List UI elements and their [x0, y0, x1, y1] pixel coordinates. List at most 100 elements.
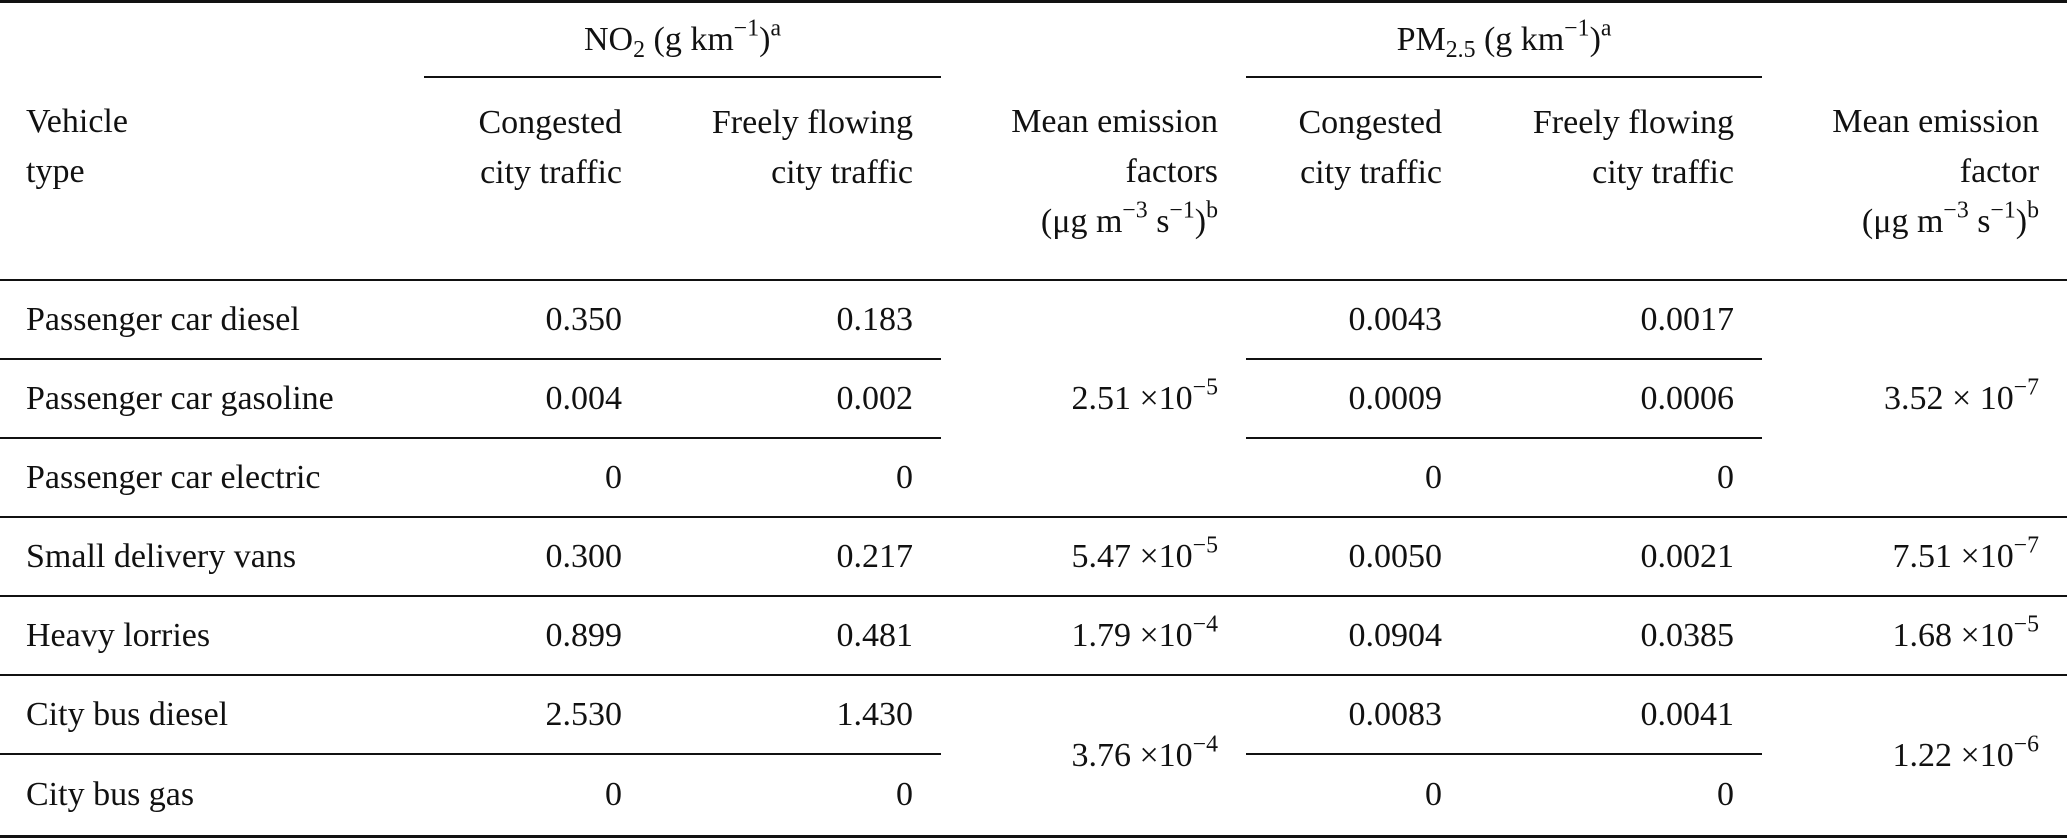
unit-part: (μg m	[1040, 203, 1123, 240]
pm-mean-cell: 1.22 ×10−6	[1762, 674, 2067, 837]
no2-mean-cell: 2.51 ×10−5	[941, 280, 1246, 517]
times-ten: ×10	[1952, 736, 2014, 774]
header-line: city traffic	[480, 154, 622, 191]
table-row: Passenger car diesel 0.350 0.183 2.51 ×1…	[0, 280, 2067, 417]
pm-congested-cell: 0.0904	[1246, 595, 1471, 675]
times-ten: × 10	[1943, 379, 2014, 417]
no2-congested-cell: 0.899	[424, 595, 650, 675]
vehicle-cell: Passenger car gasoline	[0, 359, 424, 439]
unit-exp: −3	[1943, 197, 1969, 224]
vehicle-cell: City bus diesel	[0, 674, 424, 755]
no2-free-cell: 1.430	[650, 674, 942, 755]
pm-sub: 2.5	[1445, 36, 1476, 63]
pm-free-cell: 0.0021	[1470, 516, 1763, 596]
mantissa: 7.51	[1892, 537, 1953, 575]
table-row: Heavy lorries 0.899 0.481 1.79 ×10−4 0.0…	[0, 595, 2067, 675]
no2-free-cell: 0.217	[650, 516, 942, 596]
mantissa: 3.52	[1884, 379, 1944, 417]
exponent: −5	[1192, 374, 1219, 401]
pm-congested-cell: 0.0043	[1246, 280, 1471, 360]
exponent: −7	[2013, 532, 2040, 559]
vehicle-type-header: Vehicle type	[0, 77, 424, 281]
header-line: Mean emission	[1832, 103, 2040, 140]
exponent: −4	[1192, 731, 1219, 758]
exponent: −4	[1192, 611, 1219, 638]
footnote-mark: b	[2027, 197, 2040, 224]
header-line: city traffic	[1300, 154, 1443, 191]
vehicle-cell: Passenger car diesel	[0, 280, 424, 360]
pm-mean-header: Mean emission factor (μg m−3 s−1)b	[1762, 77, 2067, 281]
pm-unit: (g km	[1475, 20, 1565, 58]
no2-congested-cell: 0.004	[424, 359, 650, 439]
header-line: Vehicle	[26, 103, 128, 140]
no2-mean-cell: 5.47 ×10−5	[941, 516, 1247, 596]
no2-group-header: NO2 (g km−1)a	[424, 1, 942, 78]
header-group-row: NO2 (g km−1)a PM2.5 (g km−1)a	[0, 1, 2067, 78]
pm-free-cell: 0.0006	[1470, 359, 1763, 439]
pm-close: )	[1589, 20, 1601, 58]
no2-mean-header: Mean emission factors (μg m−3 s−1)b	[941, 77, 1247, 281]
header-line: factors	[1125, 153, 1219, 190]
unit-part: s	[1147, 203, 1170, 240]
no2-free-cell: 0.481	[650, 595, 942, 675]
exponent: −5	[2013, 611, 2040, 638]
header-line: Congested	[478, 104, 622, 141]
unit-exp: −1	[1990, 197, 2016, 224]
exponent: −6	[2013, 731, 2040, 758]
pm-congested-cell: 0.0083	[1246, 674, 1471, 755]
pm-congested-cell: 0	[1425, 776, 1443, 813]
no2-unit: (g km	[645, 20, 734, 58]
header-line: Freely flowing	[1532, 104, 1735, 141]
pm-mean-cell: 1.68 ×10−5	[1762, 595, 2067, 675]
no2-mean-cell: 3.76 ×10−4	[941, 674, 1247, 837]
times-ten: ×10	[1952, 537, 2014, 575]
table-row: Passenger car gasoline 0.004 0.002 0.000…	[0, 359, 2067, 439]
header-line: type	[26, 153, 85, 190]
pm-free-cell: 0.0017	[1470, 280, 1763, 360]
no2-exp: −1	[733, 15, 760, 42]
exponent: −5	[1192, 532, 1219, 559]
no2-sub: 2	[633, 36, 646, 63]
pm-group-header: PM2.5 (g km−1)a	[1246, 1, 1763, 78]
no2-free-cell: 0	[896, 458, 914, 496]
header-row: Vehicle type Congested city traffic Freely…	[0, 77, 2067, 281]
unit-part: s	[1968, 203, 1991, 240]
no2-free-cell: 0.183	[650, 280, 942, 360]
no2-close: )	[759, 20, 771, 58]
no2-free-cell: 0.002	[650, 359, 942, 439]
pm-label: PM	[1396, 20, 1446, 58]
no2-note: a	[770, 15, 782, 42]
mantissa: 1.22	[1892, 736, 1953, 774]
times-ten: ×10	[1131, 537, 1193, 575]
vehicle-cell: Passenger car electric	[26, 458, 321, 496]
mantissa: 2.51	[1071, 379, 1132, 417]
times-ten: ×10	[1131, 616, 1193, 654]
no2-congested-cell: 0	[605, 776, 622, 813]
pm-congested-cell: 0	[1425, 458, 1443, 496]
times-ten: ×10	[1131, 736, 1193, 774]
pm-note: a	[1600, 15, 1612, 42]
vehicle-cell: City bus gas	[26, 776, 195, 813]
table-row: Passenger car electric 0 0 0 0	[0, 438, 2067, 517]
mantissa: 3.76	[1071, 736, 1132, 774]
vehicle-cell: Heavy lorries	[0, 595, 424, 675]
unit-part: )	[2015, 203, 2028, 240]
header-line: Congested	[1298, 104, 1443, 141]
pm-free-header: Freely flowing city traffic	[1470, 77, 1763, 281]
table-row: City bus diesel 2.530 1.430 3.76 ×10−4 0…	[0, 674, 2067, 837]
pm-exp: −1	[1564, 15, 1590, 42]
unit-exp: −1	[1169, 197, 1195, 224]
exponent: −7	[2013, 374, 2040, 401]
unit-exp: −3	[1122, 197, 1148, 224]
no2-congested-header: Congested city traffic	[424, 77, 650, 281]
header-line: factor	[1959, 153, 2040, 190]
no2-congested-cell: 2.530	[424, 674, 650, 755]
no2-congested-cell: 0.300	[424, 516, 650, 596]
mantissa: 5.47	[1071, 537, 1132, 575]
no2-free-header: Freely flowing city traffic	[650, 77, 942, 281]
pm-free-cell: 0.0041	[1470, 674, 1763, 755]
vehicle-cell: Small delivery vans	[0, 516, 424, 596]
table-row: City bus gas 0 0 0 0	[0, 754, 2067, 837]
unit-part: (μg m	[1861, 203, 1944, 240]
